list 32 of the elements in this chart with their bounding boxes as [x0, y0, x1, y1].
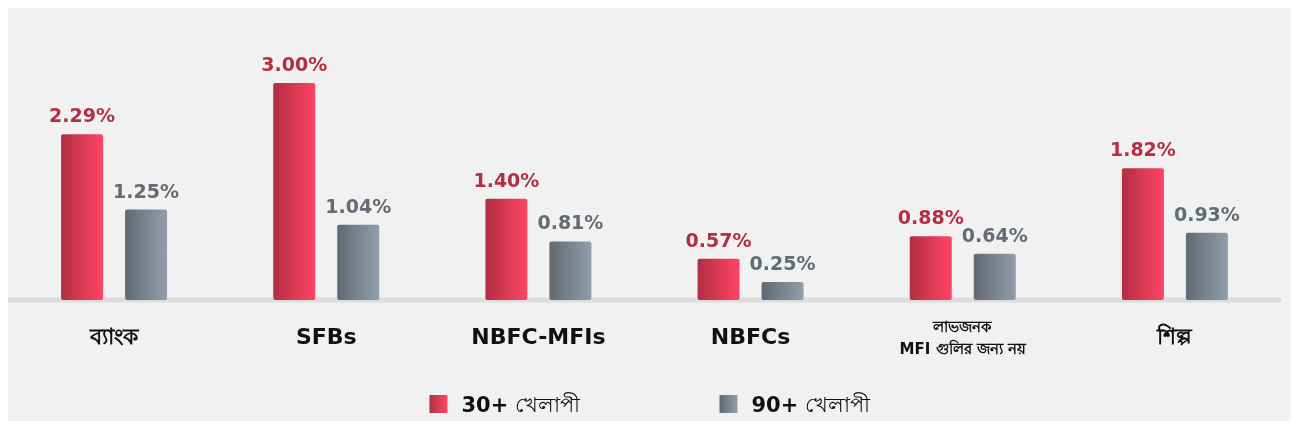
bar	[549, 241, 592, 300]
data-label: 1.40%	[473, 168, 540, 191]
bar	[61, 134, 104, 300]
x-tick-label: NBFCs	[710, 324, 791, 349]
bar	[761, 281, 804, 300]
data-label: 0.81%	[537, 211, 604, 234]
data-label: 0.25%	[749, 251, 816, 274]
legend-label: 30+ খেলাপী	[461, 392, 581, 417]
bar	[273, 83, 316, 300]
bar	[1185, 232, 1228, 300]
data-label: 0.64%	[961, 223, 1028, 246]
x-tick-label: NBFC-MFIs	[471, 324, 606, 349]
data-label: 1.04%	[325, 194, 392, 217]
data-label: 1.25%	[113, 179, 180, 202]
bar	[485, 198, 528, 300]
legend-label: 90+ খেলাপী	[751, 392, 871, 417]
data-label: 0.93%	[1173, 202, 1240, 225]
data-label: 2.29%	[49, 104, 116, 127]
bar	[1121, 168, 1164, 300]
data-label: 3.00%	[261, 53, 328, 75]
bar	[909, 236, 952, 300]
data-label: 0.57%	[685, 228, 752, 251]
bar	[697, 258, 740, 300]
data-label: 0.88%	[897, 206, 964, 229]
x-tick-label: শিল্প	[1156, 323, 1194, 349]
bar	[337, 224, 380, 300]
x-tick-label: ব্যাংক	[89, 324, 141, 349]
x-tick-label: লাভজনক MFI গুলির জন্য নয়	[899, 318, 1027, 358]
bar	[973, 253, 1016, 300]
x-tick-label: SFBs	[295, 324, 357, 349]
bar	[125, 209, 168, 300]
data-label: 1.82%	[1109, 138, 1176, 161]
